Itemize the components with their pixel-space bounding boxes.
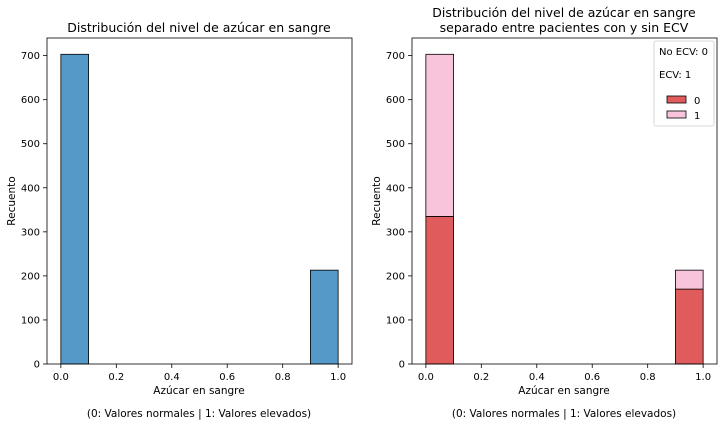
y-tick-label: 600: [386, 95, 405, 106]
chart-title-line-2: separado entre pacientes con y sin ECV: [440, 20, 689, 35]
y-tick-label: 0: [399, 360, 405, 371]
y-tick-label: 500: [21, 139, 40, 150]
bar-series-0-bin-0: [425, 216, 454, 365]
legend: No ECV: 0 ECV: 1 0 1: [653, 40, 715, 127]
bar-series-1-bin-0: [425, 53, 454, 217]
y-tick-label: 300: [21, 227, 40, 238]
x-axis-caption: (0: Valores normales | 1: Valores elevad…: [87, 408, 311, 420]
x-tick-label: 1.0: [695, 372, 711, 383]
x-tick-label: 0.4: [529, 372, 545, 383]
y-tick-label: 400: [386, 183, 405, 194]
legend-swatch-series-0: [666, 95, 687, 104]
x-tick-label: 0.6: [219, 372, 235, 383]
x-tick-label: 0.4: [164, 372, 180, 383]
x-tick-label: 0.2: [108, 372, 124, 383]
legend-note-cvd: ECV: 1: [659, 70, 691, 81]
y-tick-label: 200: [386, 271, 405, 282]
y-axis-label: Recuento: [6, 176, 18, 225]
x-axis-ticks: 0.0 0.2 0.4 0.6 0.8 1.0: [418, 364, 711, 383]
x-tick-label: 0.0: [418, 372, 434, 383]
legend-swatch-series-1: [666, 110, 687, 119]
plot-area-frame: [46, 37, 353, 365]
x-tick-label: 0.0: [53, 372, 69, 383]
y-axis-ticks: 0 100 200 300 400 500 600 700: [386, 51, 412, 371]
x-tick-label: 1.0: [330, 372, 346, 383]
chart-title-line-1: Distribución del nivel de azúcar en sang…: [432, 5, 696, 20]
chart-title: Distribución del nivel de azúcar en sang…: [67, 20, 331, 35]
y-tick-label: 0: [34, 360, 40, 371]
x-axis-ticks: 0.0 0.2 0.4 0.6 0.8 1.0: [53, 364, 346, 383]
bar-series-1-bin-1: [675, 269, 704, 290]
legend-label-series-0: 0: [694, 96, 700, 107]
bars-group: [60, 53, 339, 365]
y-tick-label: 100: [21, 315, 40, 326]
bar-bin-1: [310, 269, 339, 365]
bar-bin-0: [60, 53, 89, 365]
y-tick-label: 700: [386, 51, 405, 62]
y-tick-label: 400: [21, 183, 40, 194]
x-axis-label: Azúcar en sangre: [518, 385, 609, 397]
bar-series-0-bin-1: [675, 288, 704, 365]
y-tick-label: 500: [386, 139, 405, 150]
y-tick-label: 700: [21, 51, 40, 62]
y-tick-label: 200: [21, 271, 40, 282]
chart-blood-sugar-by-cvd: Distribución del nivel de azúcar en sang…: [371, 5, 718, 420]
x-axis-caption: (0: Valores normales | 1: Valores elevad…: [452, 408, 676, 420]
y-tick-label: 300: [386, 227, 405, 238]
plot-area-frame: [411, 37, 718, 365]
y-tick-label: 100: [386, 315, 405, 326]
y-axis-label: Recuento: [371, 176, 383, 225]
x-tick-label: 0.8: [640, 372, 656, 383]
y-axis-ticks: 0 100 200 300 400 500 600 700: [21, 51, 47, 371]
chart-blood-sugar-distribution: Distribución del nivel de azúcar en sang…: [6, 20, 353, 420]
x-tick-label: 0.2: [473, 372, 489, 383]
bars-group: [425, 53, 704, 365]
legend-label-series-1: 1: [694, 111, 700, 122]
x-tick-label: 0.6: [584, 372, 600, 383]
y-tick-label: 600: [21, 95, 40, 106]
legend-frame: [653, 40, 715, 127]
x-tick-label: 0.8: [275, 372, 291, 383]
x-axis-label: Azúcar en sangre: [153, 385, 244, 397]
legend-note-no-cvd: No ECV: 0: [659, 47, 708, 58]
